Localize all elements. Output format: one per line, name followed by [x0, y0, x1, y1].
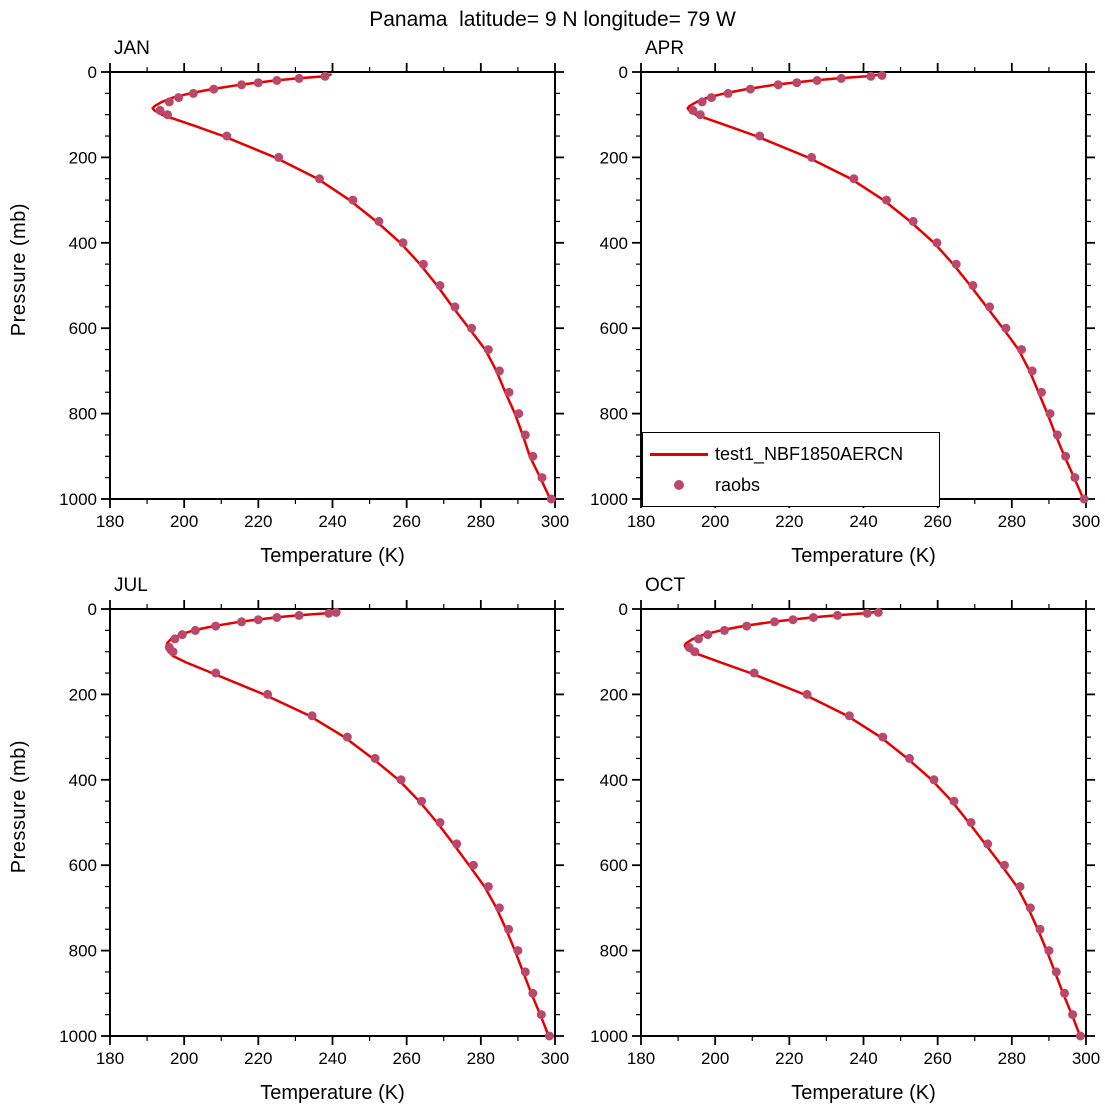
svg-text:300: 300: [1072, 512, 1100, 531]
svg-text:200: 200: [701, 1049, 729, 1068]
svg-text:200: 200: [600, 148, 628, 167]
svg-text:1000: 1000: [59, 1027, 97, 1046]
svg-text:280: 280: [467, 1049, 495, 1068]
svg-text:0: 0: [88, 600, 97, 619]
svg-text:260: 260: [392, 512, 420, 531]
panel-title-jan: JAN: [114, 38, 150, 59]
svg-text:220: 220: [775, 1049, 803, 1068]
svg-text:180: 180: [627, 1049, 655, 1068]
svg-text:1000: 1000: [59, 490, 97, 509]
svg-text:1000: 1000: [590, 1027, 628, 1046]
svg-text:260: 260: [923, 512, 951, 531]
legend-sample-model: [643, 452, 715, 456]
svg-text:300: 300: [1072, 1049, 1100, 1068]
jan-plot: 180 200 220 240 260 280 300 0 200 400 600 800 1000: [59, 63, 569, 531]
y-axis-label: Pressure (mb): [7, 202, 30, 337]
panel-apr: APR 180 200 220 240 260 280 300 0 200 400 600 800 10…: [569, 36, 1100, 573]
svg-text:220: 220: [244, 512, 272, 531]
svg-text:0: 0: [88, 63, 97, 82]
svg-text:600: 600: [600, 319, 628, 338]
svg-text:240: 240: [849, 1049, 877, 1068]
svg-text:200: 200: [600, 685, 628, 704]
svg-text:240: 240: [318, 512, 346, 531]
x-axis-label: Temperature (K): [260, 1082, 405, 1104]
svg-text:200: 200: [170, 512, 198, 531]
svg-text:800: 800: [600, 942, 628, 961]
svg-text:600: 600: [69, 856, 97, 875]
oct-plot: 180 200 220 240 260 280 300 0 200 400 600 800 1000: [590, 600, 1100, 1068]
legend-label-model: test1_NBF1850AERCN: [715, 443, 904, 464]
x-axis-label: Temperature (K): [260, 545, 405, 567]
y-axis-label-cell-top: Pressure (mb): [0, 36, 38, 573]
svg-text:1000: 1000: [590, 490, 628, 509]
legend-marker-sample: [674, 480, 684, 490]
panel-body-oct: 180 200 220 240 260 280 300 0 200 400 600 800 1000: [569, 597, 1100, 1080]
legend-item-raobs: raobs: [643, 473, 939, 497]
svg-text:400: 400: [69, 771, 97, 790]
svg-text:180: 180: [96, 512, 124, 531]
y-axis-label: Pressure (mb): [7, 739, 30, 874]
legend-item-model: test1_NBF1850AERCN: [643, 442, 939, 466]
legend-label-raobs: raobs: [715, 474, 761, 495]
svg-text:180: 180: [96, 1049, 124, 1068]
panel-title-oct: OCT: [645, 575, 686, 596]
svg-text:280: 280: [467, 512, 495, 531]
svg-text:180: 180: [627, 512, 655, 531]
panel-body-jul: 180 200 220 240 260 280 300 0 200 400 600 800 1000: [38, 597, 569, 1080]
x-axis-label: Temperature (K): [791, 545, 936, 567]
svg-text:400: 400: [69, 234, 97, 253]
svg-text:800: 800: [600, 405, 628, 424]
x-axis-label: Temperature (K): [791, 1082, 936, 1104]
panel-body-jan: 180 200 220 240 260 280 300 0 200 400 600 800 1000: [38, 60, 569, 543]
y-axis-label-cell-bottom: Pressure (mb): [0, 573, 38, 1110]
svg-text:220: 220: [775, 512, 803, 531]
svg-text:240: 240: [318, 1049, 346, 1068]
jul-plot: 180 200 220 240 260 280 300 0 200 400 600 800 1000: [59, 600, 569, 1068]
svg-text:200: 200: [69, 148, 97, 167]
svg-text:300: 300: [541, 1049, 569, 1068]
legend-sample-raobs: [643, 480, 715, 490]
panel-jan: JAN 180 200 220 240 260 280 300 0 200 400 600 800 10…: [38, 36, 569, 573]
top-row: Pressure (mb) JAN 180 200 220 240 260 280 300 0…: [0, 36, 1105, 573]
svg-text:220: 220: [244, 1049, 272, 1068]
svg-text:240: 240: [849, 512, 877, 531]
legend: test1_NBF1850AERCN raobs: [642, 432, 940, 507]
svg-text:0: 0: [619, 600, 628, 619]
bottom-row: Pressure (mb) JUL 180 200 220 240 260 280 300 0…: [0, 573, 1105, 1110]
svg-text:800: 800: [69, 942, 97, 961]
svg-text:400: 400: [600, 771, 628, 790]
legend-line-sample: [650, 452, 708, 456]
svg-text:0: 0: [619, 63, 628, 82]
svg-text:200: 200: [170, 1049, 198, 1068]
svg-text:280: 280: [998, 1049, 1026, 1068]
panel-title-jul: JUL: [114, 575, 148, 596]
svg-text:600: 600: [600, 856, 628, 875]
panel-body-apr: 180 200 220 240 260 280 300 0 200 400 600 800 1000 t…: [569, 60, 1100, 543]
svg-text:600: 600: [69, 319, 97, 338]
svg-text:400: 400: [600, 234, 628, 253]
svg-text:260: 260: [923, 1049, 951, 1068]
svg-text:800: 800: [69, 405, 97, 424]
apr-plot: 180 200 220 240 260 280 300 0 200 400 600 800 1000: [590, 63, 1100, 531]
svg-text:300: 300: [541, 512, 569, 531]
panel-oct: OCT 180 200 220 240 260 280 300 0 200 400 600 800 10…: [569, 573, 1100, 1110]
svg-text:200: 200: [69, 685, 97, 704]
panel-title-apr: APR: [645, 38, 685, 59]
svg-text:200: 200: [701, 512, 729, 531]
panel-jul: JUL 180 200 220 240 260 280 300 0 200 400 600 800 10…: [38, 573, 569, 1110]
svg-text:280: 280: [998, 512, 1026, 531]
chart-title: Panama latitude= 9 N longitude= 79 W: [369, 8, 736, 31]
svg-text:260: 260: [392, 1049, 420, 1068]
